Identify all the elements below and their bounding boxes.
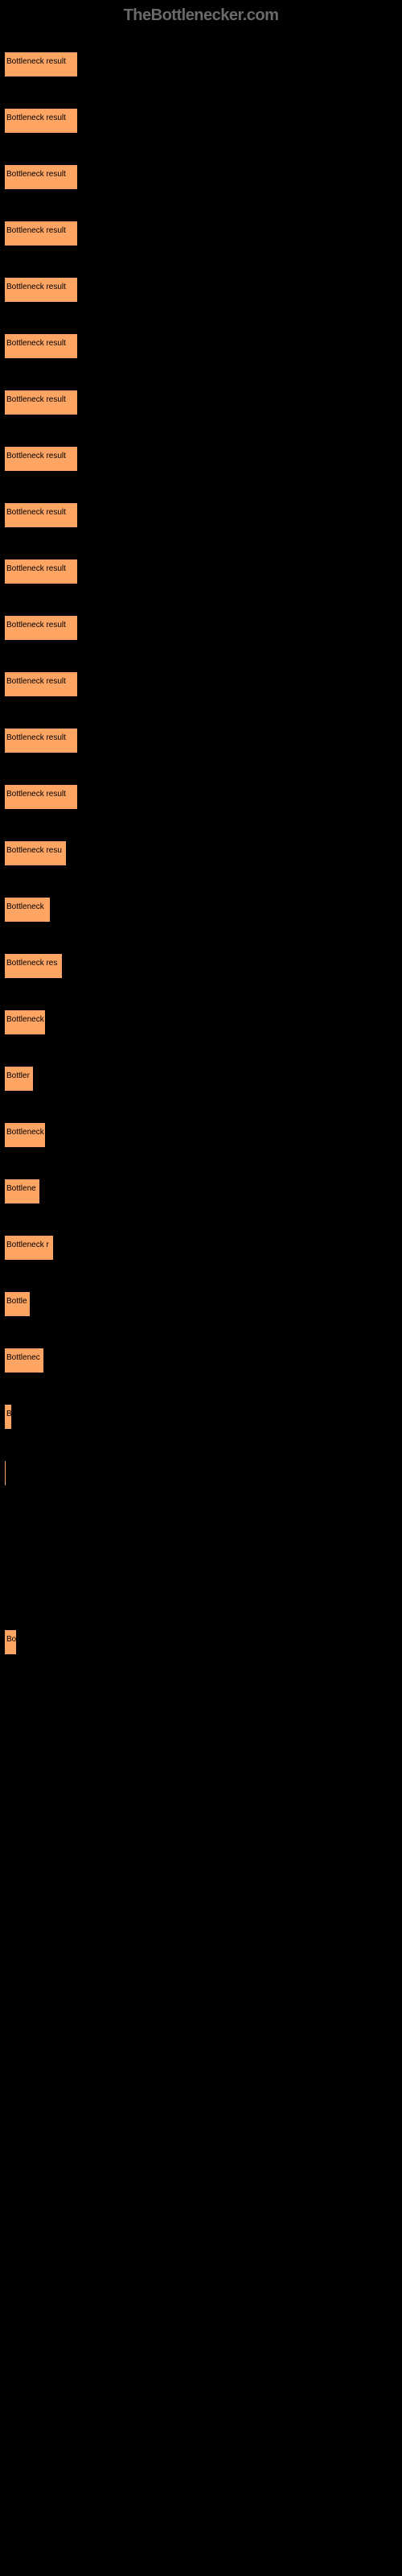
- bar-label: Bottleneck res: [6, 959, 57, 968]
- bar-row: Bottler: [4, 1054, 402, 1104]
- bar-row: Bottleneck r: [4, 1223, 402, 1273]
- bar-row: Bottlenec: [4, 1335, 402, 1385]
- bar-label: Bottleneck result: [6, 621, 66, 630]
- bar-label: Bottleneck result: [6, 339, 66, 348]
- bar-row: Bottleneck: [4, 1110, 402, 1160]
- bar-label: Bottlene: [6, 1184, 36, 1193]
- bar-chart: Bottleneck result Bottleneck result Bottle…: [0, 31, 402, 1667]
- bar-label: Bottleneck result: [6, 677, 66, 686]
- bar-row: Bottleneck result: [4, 772, 402, 822]
- bar-row: Bottleneck result: [4, 659, 402, 709]
- bar-label: Bo: [6, 1635, 16, 1644]
- bar-label: Bottleneck result: [6, 395, 66, 404]
- bar-row: Bottleneck result: [4, 321, 402, 371]
- bar-row: B: [4, 1392, 402, 1442]
- bar-row: Bottleneck result: [4, 378, 402, 427]
- bar-label: Bottlenec: [6, 1353, 40, 1362]
- bar-row: Bottle: [4, 1279, 402, 1329]
- bar-label: Bottleneck result: [6, 564, 66, 573]
- bar-row: [4, 1505, 402, 1554]
- bar-label: B: [6, 1410, 11, 1418]
- bar-row: Bottlene: [4, 1166, 402, 1216]
- bar-label: Bottleneck r: [6, 1241, 49, 1249]
- bar-label: Bottleneck result: [6, 170, 66, 179]
- bar-row: Bottleneck result: [4, 716, 402, 766]
- bar-label: Bottleneck: [6, 1128, 44, 1137]
- bar-label: Bottleneck result: [6, 114, 66, 122]
- bar-row: Bottleneck resu: [4, 828, 402, 878]
- bar-row: Bottleneck result: [4, 603, 402, 653]
- header: TheBottlenecker.com: [0, 0, 402, 31]
- bar-label: Bottler: [6, 1071, 30, 1080]
- chart-bar: [4, 1460, 6, 1486]
- bar-row: Bottleneck result: [4, 39, 402, 89]
- bar-label: Bottleneck result: [6, 790, 66, 799]
- bar-label: Bottleneck: [6, 902, 44, 911]
- bar-label: Bottleneck result: [6, 226, 66, 235]
- bar-row: Bottleneck result: [4, 96, 402, 146]
- bar-label: Bottleneck resu: [6, 846, 62, 855]
- bar-label: Bottleneck result: [6, 452, 66, 460]
- bar-row: Bottleneck result: [4, 490, 402, 540]
- bar-row: [4, 1448, 402, 1498]
- bar-label: Bottleneck result: [6, 57, 66, 66]
- bar-row: Bottleneck result: [4, 152, 402, 202]
- bar-label: Bottleneck result: [6, 733, 66, 742]
- bar-label: Bottleneck result: [6, 508, 66, 517]
- bar-row: Bottleneck result: [4, 208, 402, 258]
- bar-label: Bottleneck: [6, 1015, 44, 1024]
- site-title: TheBottlenecker.com: [124, 6, 279, 24]
- bar-row: Bottleneck result: [4, 434, 402, 484]
- bar-row: Bottleneck result: [4, 265, 402, 315]
- bar-row: Bo: [4, 1617, 402, 1667]
- bar-row: Bottleneck result: [4, 547, 402, 597]
- bar-row: Bottleneck: [4, 885, 402, 935]
- bar-row: Bottleneck res: [4, 941, 402, 991]
- bar-label: Bottleneck result: [6, 283, 66, 291]
- bar-row: [4, 1561, 402, 1611]
- bar-label: Bottle: [6, 1297, 27, 1306]
- bar-row: Bottleneck: [4, 997, 402, 1047]
